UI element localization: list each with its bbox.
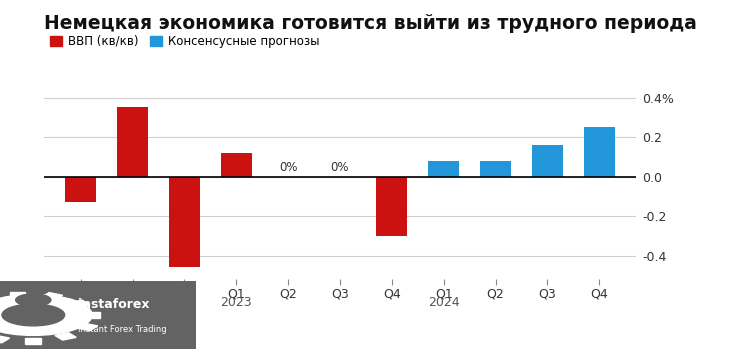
Bar — [25, 338, 41, 343]
Circle shape — [2, 304, 64, 326]
Text: Немецкая экономика готовится выйти из трудного периода: Немецкая экономика готовится выйти из тр… — [44, 14, 697, 33]
Bar — [532, 145, 563, 177]
Bar — [584, 127, 615, 177]
Circle shape — [0, 295, 92, 335]
Bar — [168, 177, 200, 267]
Circle shape — [16, 294, 51, 306]
Bar — [84, 312, 100, 318]
Bar — [376, 177, 407, 236]
Text: 2023: 2023 — [220, 296, 252, 309]
Text: 2022: 2022 — [117, 296, 149, 309]
Bar — [65, 177, 96, 202]
Bar — [41, 292, 63, 300]
Bar — [117, 107, 148, 177]
Bar — [480, 161, 511, 177]
Legend: ВВП (кв/кв), Консенсусные прогнозы: ВВП (кв/кв), Консенсусные прогнозы — [50, 35, 319, 48]
Bar — [221, 153, 252, 177]
Bar — [428, 161, 459, 177]
Bar — [55, 333, 76, 340]
Text: 0%: 0% — [330, 161, 350, 174]
Text: 0%: 0% — [279, 161, 297, 174]
Bar — [76, 323, 98, 331]
Bar — [10, 292, 25, 297]
Bar — [69, 300, 90, 307]
Text: Instant Forex Trading: Instant Forex Trading — [78, 326, 167, 334]
Bar — [0, 335, 10, 343]
Text: instaforex: instaforex — [78, 298, 150, 311]
Text: 2024: 2024 — [428, 296, 460, 309]
